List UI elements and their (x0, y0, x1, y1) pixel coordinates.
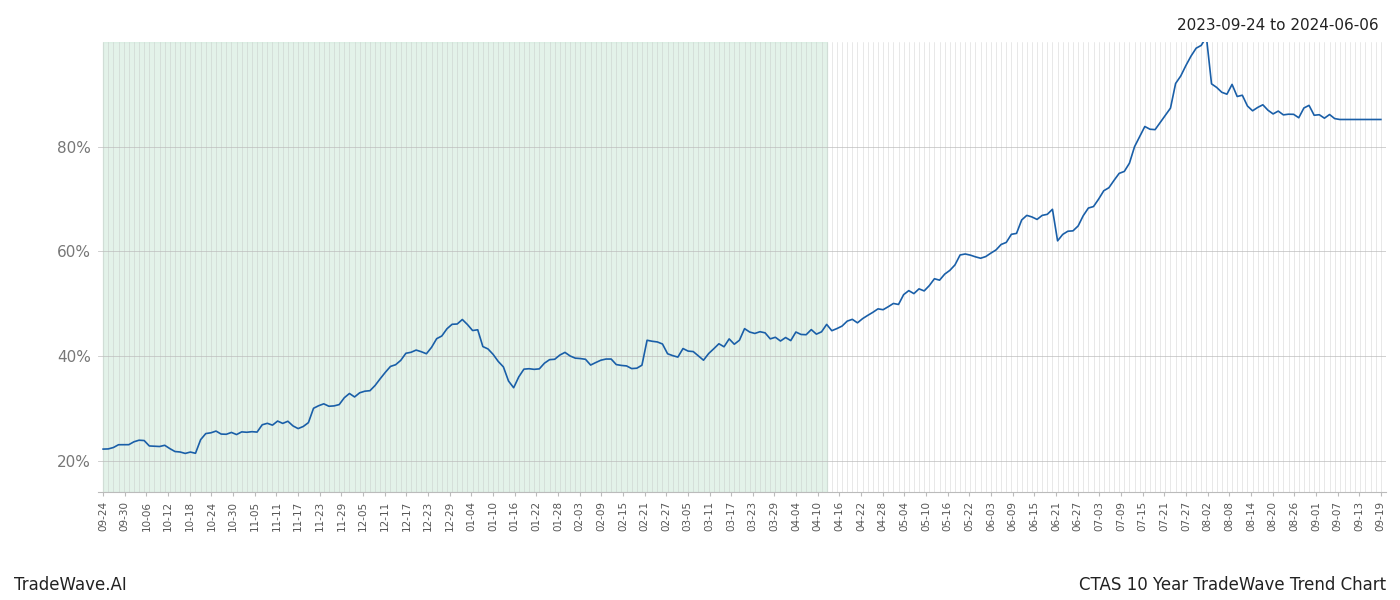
Text: 2023-09-24 to 2024-06-06: 2023-09-24 to 2024-06-06 (1177, 18, 1379, 33)
Text: CTAS 10 Year TradeWave Trend Chart: CTAS 10 Year TradeWave Trend Chart (1079, 576, 1386, 594)
Text: TradeWave.AI: TradeWave.AI (14, 576, 127, 594)
Bar (104, 42, 826, 492)
